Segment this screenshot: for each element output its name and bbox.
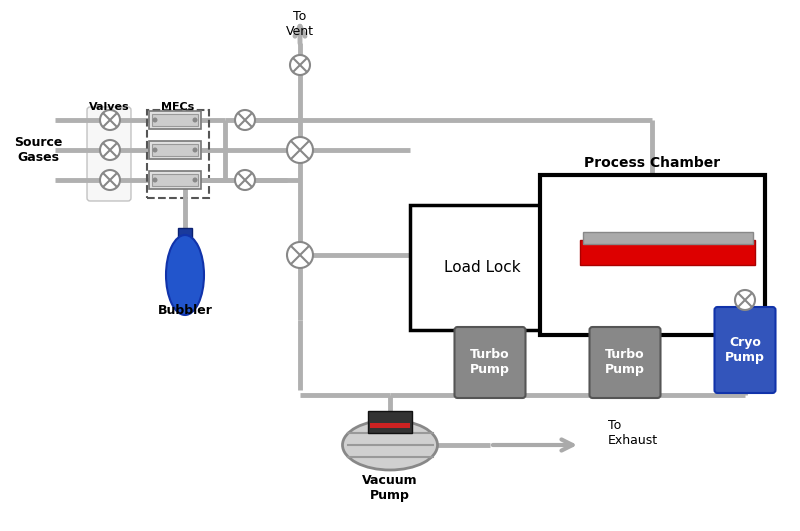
Bar [152,144,198,156]
Circle shape [287,242,313,268]
Ellipse shape [342,420,438,470]
Circle shape [153,148,158,152]
Circle shape [153,177,158,183]
FancyBboxPatch shape [590,327,661,398]
Circle shape [100,110,120,130]
Text: Process Chamber: Process Chamber [585,156,721,170]
Text: Load Lock: Load Lock [444,260,521,275]
Bar [540,175,765,335]
Ellipse shape [166,235,204,315]
Circle shape [290,55,310,75]
Bar [178,228,192,240]
Bar [583,232,753,244]
Text: Vacuum
Pump: Vacuum Pump [362,474,418,502]
Text: To
Vent: To Vent [286,10,314,38]
FancyBboxPatch shape [714,307,775,393]
Text: Bubbler: Bubbler [158,304,213,316]
Circle shape [287,137,313,163]
Bar [149,171,201,189]
Text: Turbo
Pump: Turbo Pump [605,348,645,376]
Circle shape [735,290,755,310]
Circle shape [153,117,158,123]
Bar [149,141,201,159]
Text: MFCs: MFCs [162,102,194,112]
Bar [152,174,198,186]
Bar [370,423,410,428]
Circle shape [100,140,120,160]
Circle shape [193,148,198,152]
Circle shape [193,177,198,183]
FancyBboxPatch shape [87,107,131,201]
FancyBboxPatch shape [454,327,526,398]
Circle shape [193,117,198,123]
Text: Turbo
Pump: Turbo Pump [470,348,510,376]
Bar [368,411,412,433]
Text: Source
Gases: Source Gases [14,136,62,164]
Bar [152,114,198,126]
Text: Valves: Valves [89,102,130,112]
Bar [580,240,755,265]
Circle shape [100,170,120,190]
Bar [410,205,555,330]
Circle shape [235,170,255,190]
Bar [149,111,201,129]
Bar [147,110,209,198]
Text: Cryo
Pump: Cryo Pump [725,336,765,364]
Circle shape [235,110,255,130]
Text: To
Exhaust: To Exhaust [608,419,658,447]
